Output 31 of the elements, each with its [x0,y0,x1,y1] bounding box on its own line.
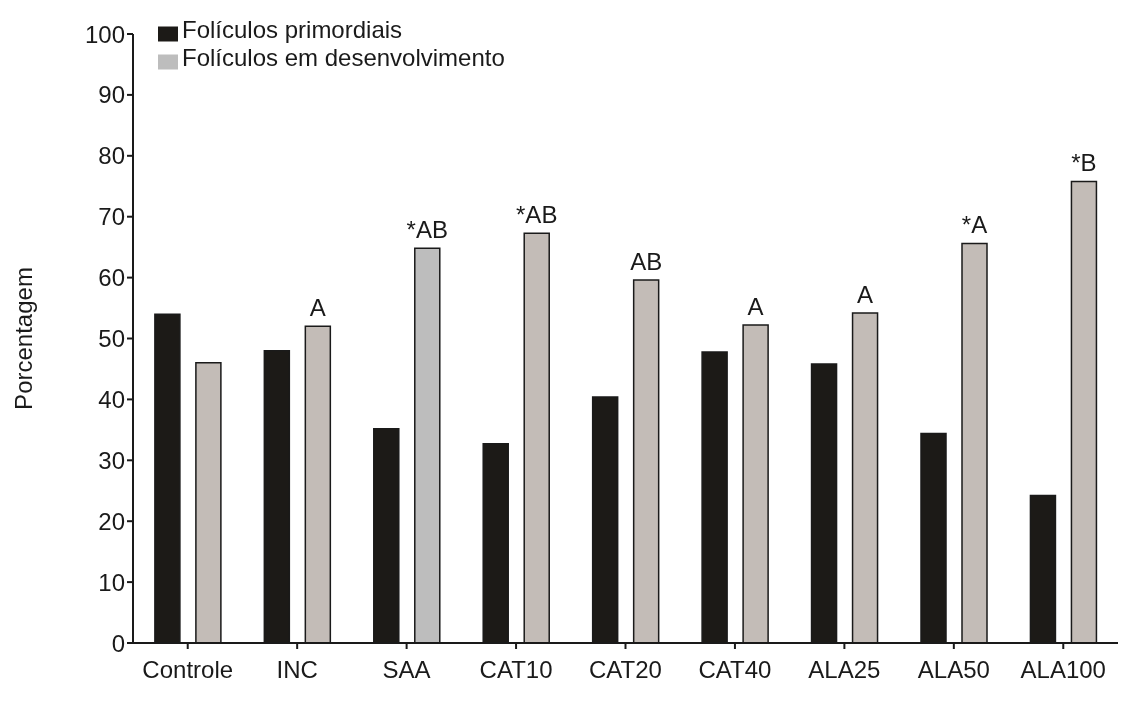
y-tick-label: 50 [98,325,125,353]
data-label: A [309,294,326,322]
y-tick-label: 0 [111,629,125,657]
y-tick-label: 70 [98,203,125,231]
y-tick-label: 20 [98,507,125,535]
x-tick-label: CAT10 [479,656,553,684]
data-label: *AB [516,201,558,229]
data-label: *AB [406,216,448,244]
x-tick-label: ALA100 [1020,656,1106,684]
y-axis-title: Porcentagem [9,267,37,410]
x-tick-label: ALA50 [917,656,990,684]
data-label: A [747,293,764,321]
x-tick-label: CAT20 [589,656,662,684]
y-tick-label: 60 [98,264,125,292]
legend-label: Folículos primordiais [182,16,403,43]
y-tick-label: 80 [98,142,125,170]
x-tick-label: CAT40 [698,656,772,684]
data-label: *A [961,211,988,239]
x-tick-label: SAA [382,656,431,684]
data-label: AB [630,248,663,276]
y-tick-label: 40 [98,385,125,413]
y-tick-label: 100 [84,20,125,48]
x-tick-label: INC [276,656,318,684]
x-tick-label: Controle [142,656,234,684]
y-tick-label: 10 [98,568,125,596]
legend-label: Folículos em desenvolvimento [182,44,505,71]
data-label: *B [1071,149,1097,177]
data-label: A [857,280,874,308]
y-tick-label: 30 [98,446,125,474]
x-tick-label: ALA25 [808,656,881,684]
y-tick-label: 90 [98,81,125,109]
